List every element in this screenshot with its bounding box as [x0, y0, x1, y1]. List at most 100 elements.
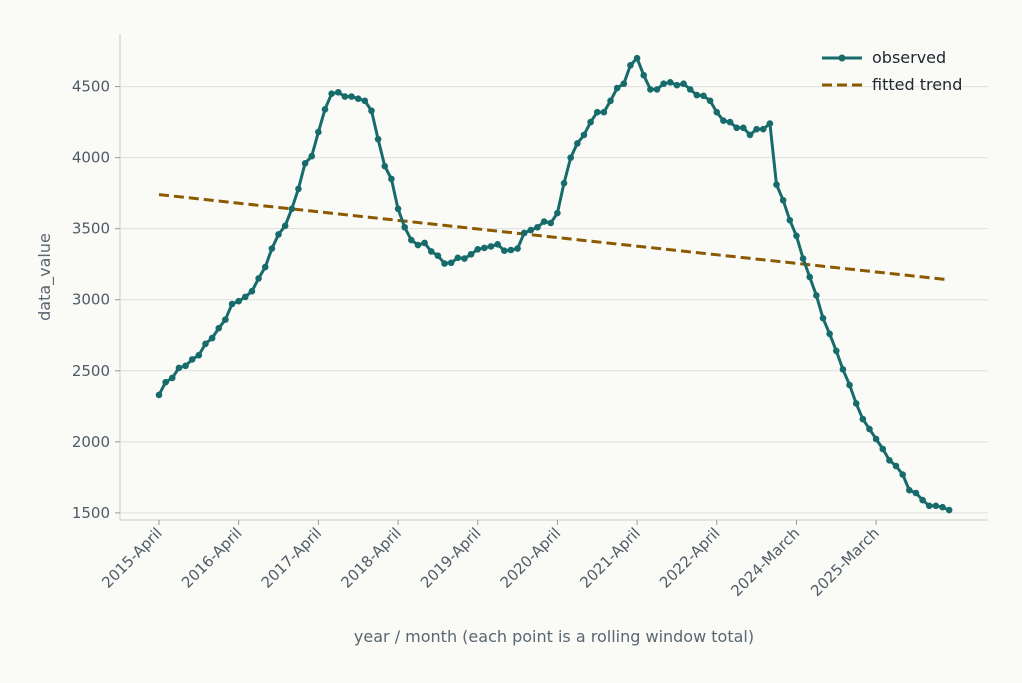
observed-point: [248, 287, 256, 295]
y-tick-label-4000: 4000: [72, 149, 110, 167]
x-tick-label-9: 2025-March: [807, 524, 883, 600]
observed-point: [580, 131, 588, 139]
observed-point: [288, 205, 296, 213]
observed-point: [441, 260, 448, 267]
x-tick-label-5: 2020-April: [497, 524, 565, 592]
observed-point: [328, 90, 335, 97]
observed-point: [255, 275, 262, 282]
observed-point: [427, 248, 435, 255]
legend-observed-label: observed: [872, 48, 946, 67]
observed-point: [295, 185, 302, 193]
observed-point: [945, 506, 953, 514]
axes: [119, 34, 988, 521]
observed-point: [408, 236, 415, 244]
observed-point: [939, 503, 946, 511]
observed-point: [607, 97, 614, 105]
observed-point: [208, 334, 216, 342]
y-axis-label: data_value: [35, 233, 55, 321]
observed-point: [793, 232, 800, 240]
series-layer: [155, 54, 953, 514]
observed-point: [713, 108, 721, 116]
observed-point: [281, 222, 289, 230]
observed-point: [733, 124, 740, 132]
observed-point: [673, 81, 681, 89]
observed-point: [374, 135, 382, 143]
observed-point: [242, 293, 249, 301]
observed-point: [892, 462, 900, 470]
y-tick-label-2000: 2000: [72, 433, 110, 451]
observed-point: [454, 254, 462, 262]
observed-point: [680, 80, 687, 88]
observed-point: [720, 117, 727, 124]
observed-point: [560, 179, 568, 187]
observed-point: [640, 71, 648, 79]
observed-point: [348, 93, 355, 100]
observed-point: [507, 246, 515, 254]
observed-point: [753, 125, 760, 133]
observed-point: [726, 118, 734, 126]
observed-point: [334, 88, 342, 96]
observed-point: [388, 175, 395, 183]
x-tick-label-0: 2015-April: [98, 524, 166, 592]
observed-point: [653, 86, 661, 93]
observed-point: [666, 79, 674, 86]
observed-point: [647, 86, 654, 93]
observed-point: [467, 250, 475, 258]
observed-point: [846, 381, 853, 389]
observed-point: [547, 219, 555, 227]
observed-point: [461, 255, 468, 262]
observed-point: [341, 93, 349, 100]
y-tick-label-2500: 2500: [72, 362, 110, 380]
observed-point: [906, 486, 913, 494]
observed-point: [859, 415, 867, 423]
observed-point: [155, 391, 163, 399]
observed-point: [779, 196, 787, 204]
observed-point: [368, 107, 375, 115]
observed-point: [600, 108, 608, 116]
observed-point: [932, 502, 940, 510]
observed-point: [740, 124, 747, 132]
observed-point: [500, 247, 508, 255]
observed-point: [474, 245, 482, 253]
observed-point: [520, 229, 528, 237]
observed-point: [866, 425, 873, 433]
observed-point: [759, 125, 767, 133]
y-tick-label-1500: 1500: [72, 504, 110, 522]
y-tick-label-3500: 3500: [72, 220, 110, 238]
observed-point: [261, 263, 269, 271]
observed-point: [275, 231, 282, 238]
observed-point: [633, 54, 641, 62]
observed-point: [235, 297, 242, 305]
observed-point: [567, 154, 574, 161]
x-tick-label-1: 2016-April: [178, 524, 246, 592]
x-ticks: 2015-April 2016-April 2017-April 2018-April…: [98, 520, 883, 600]
observed-point: [574, 140, 581, 147]
observed-point: [799, 255, 807, 262]
observed-point: [826, 330, 833, 338]
observed-point: [162, 378, 169, 386]
observed-point: [514, 245, 521, 252]
observed-point: [394, 205, 402, 213]
observed-point: [686, 86, 694, 93]
observed-point: [222, 316, 229, 323]
observed-point: [587, 118, 594, 126]
observed-point: [527, 226, 535, 234]
observed-point: [168, 374, 176, 382]
legend: observed fitted trend: [822, 48, 962, 94]
observed-point: [301, 160, 309, 167]
observed-point: [534, 223, 541, 231]
gridlines: [120, 86, 988, 514]
observed-point: [202, 340, 209, 348]
observed-point: [481, 244, 488, 252]
observed-point: [660, 80, 667, 88]
x-tick-label-4: 2019-April: [417, 524, 485, 592]
observed-point: [593, 108, 601, 116]
x-tick-label-8: 2024-March: [727, 524, 803, 600]
observed-point: [852, 400, 860, 407]
observed-point: [706, 97, 714, 105]
observed-point: [494, 241, 501, 248]
trend-line: [158, 193, 950, 282]
observed-point: [879, 445, 887, 453]
observed-point: [414, 241, 422, 249]
